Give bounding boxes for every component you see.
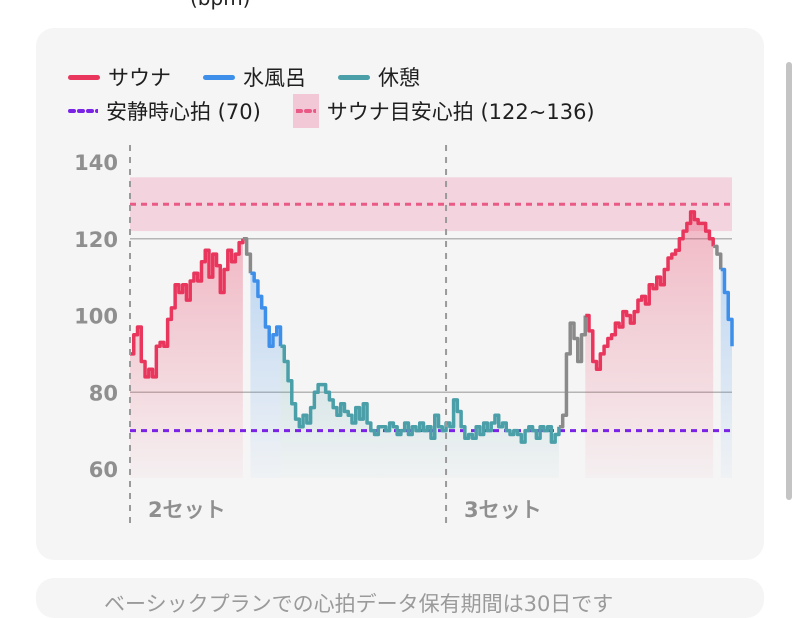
chart-unit-fragment: (bpm) — [190, 0, 250, 10]
line-sauna-5 — [585, 210, 715, 371]
line-transition-6 — [713, 244, 723, 270]
legend-rest-label: 休憩 — [378, 66, 420, 90]
heart-rate-chart: 2セット 3セット 60 80 100 120 140 — [74, 145, 734, 528]
set-label-2: 3セット — [464, 498, 542, 522]
y-tick-140: 140 — [74, 151, 118, 175]
line-transition-1 — [242, 237, 253, 274]
area-rest-3 — [280, 346, 559, 478]
line-cold-7 — [720, 267, 734, 347]
legend-rest: 休憩 — [338, 62, 420, 92]
legend-resting-label: 安静時心拍 (70) — [106, 100, 261, 124]
legend-resting-hr: 安静時心拍 (70) — [68, 96, 261, 126]
legend-target-swatch — [292, 94, 319, 128]
set-label-1: 2セット — [148, 498, 226, 522]
line-cold-2 — [250, 271, 283, 348]
scrollbar[interactable] — [786, 62, 792, 500]
legend-target-label: サウナ目安心拍 (122~136) — [326, 100, 595, 124]
area-cold-2 — [250, 273, 281, 478]
line-rest-3 — [280, 344, 561, 444]
legend-rest-swatch — [338, 74, 370, 80]
retention-note: ベーシックプランでの心拍データ保有期間は30日です — [104, 592, 614, 616]
y-tick-120: 120 — [74, 228, 118, 252]
line-transition-4 — [558, 315, 588, 429]
legend-target-band: サウナ目安心拍 (122~136) — [292, 94, 595, 128]
y-tick-100: 100 — [74, 305, 118, 329]
area-sauna-5 — [585, 211, 714, 478]
y-tick-60: 60 — [89, 458, 118, 482]
legend-sauna-label: サウナ — [108, 66, 171, 90]
area-cold-7 — [720, 269, 732, 478]
legend-cold-swatch — [203, 74, 235, 80]
line-sauna-0 — [130, 238, 245, 379]
legend-cold: 水風呂 — [203, 62, 306, 92]
legend-sauna-swatch — [68, 74, 100, 80]
y-tick-80: 80 — [89, 381, 118, 405]
legend-cold-label: 水風呂 — [243, 66, 306, 90]
area-sauna-0 — [130, 238, 243, 478]
legend-resting-swatch — [68, 109, 98, 113]
legend-sauna: サウナ — [68, 62, 171, 92]
chart-legend: サウナ 水風呂 休憩 安静時心拍 (70) サウナ目安心拍 (122~136) — [68, 60, 627, 128]
